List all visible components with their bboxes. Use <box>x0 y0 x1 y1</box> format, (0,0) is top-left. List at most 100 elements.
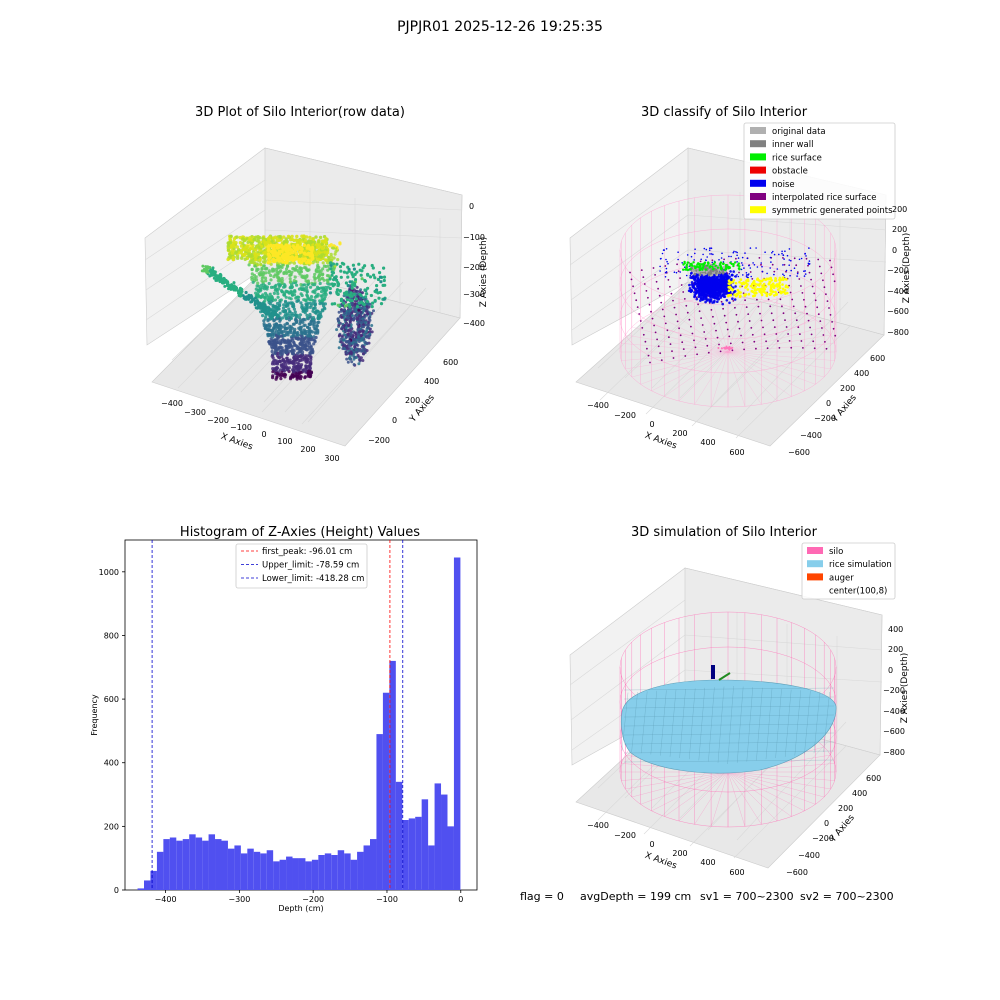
raw-point <box>274 283 278 287</box>
interpolated-point <box>660 301 663 304</box>
raw-point <box>349 317 353 321</box>
interpolated-point <box>822 334 825 336</box>
raw-point <box>252 237 256 242</box>
raw-point <box>317 240 321 244</box>
symmetric-point <box>785 278 788 281</box>
grid-line <box>264 229 463 239</box>
noise-point <box>717 294 720 298</box>
noise-point <box>737 275 740 278</box>
interpolated-point <box>675 313 677 316</box>
noise-point <box>786 254 789 257</box>
noise-point <box>718 291 721 294</box>
raw-point <box>266 295 270 299</box>
interpolated-point <box>743 348 745 351</box>
noise-point <box>790 269 792 272</box>
raw-point <box>273 288 277 292</box>
raw-point <box>256 281 260 285</box>
raw-point <box>347 312 351 316</box>
raw-point <box>346 360 350 364</box>
rice-point <box>734 261 737 264</box>
raw-point <box>250 254 254 258</box>
noise-point <box>693 278 696 282</box>
interpolated-point <box>740 334 742 337</box>
raw-point <box>296 247 300 251</box>
interpolated-point <box>657 287 659 290</box>
raw-point <box>357 362 361 366</box>
wall-point <box>693 272 697 276</box>
noise-point <box>740 268 743 271</box>
noise-point <box>734 275 736 278</box>
raw-point <box>276 331 280 335</box>
interpolated-point <box>795 264 798 267</box>
noise-point <box>750 275 752 278</box>
noise-point <box>703 280 706 284</box>
raw-point <box>250 275 254 279</box>
interpolated-point <box>659 352 662 355</box>
interpolated-point <box>642 333 645 336</box>
raw-point <box>283 285 287 289</box>
raw-point <box>237 248 241 252</box>
interpolated-point <box>744 299 746 302</box>
rice-point <box>701 268 704 271</box>
raw-point <box>299 301 303 305</box>
raw-point <box>280 249 284 254</box>
raw-point <box>339 297 344 301</box>
raw-point <box>275 236 279 241</box>
raw-point <box>235 245 239 249</box>
raw-point <box>311 301 315 305</box>
raw-point <box>368 332 372 336</box>
raw-point <box>290 234 294 239</box>
noise-point <box>764 251 766 253</box>
raw-point <box>348 328 352 332</box>
raw-point <box>296 355 300 359</box>
interpolated-point <box>821 327 823 329</box>
raw-point <box>350 283 354 287</box>
raw-point <box>281 309 285 313</box>
interpolated-point <box>639 320 642 322</box>
raw-point <box>291 338 295 342</box>
raw-point <box>353 342 357 346</box>
interpolated-point <box>688 318 691 321</box>
raw-point <box>290 283 294 287</box>
interpolated-point <box>824 341 826 343</box>
interpolated-point <box>804 305 807 308</box>
rice-point <box>737 267 741 270</box>
raw-point <box>349 350 353 354</box>
raw-point <box>271 236 275 240</box>
raw-point <box>341 347 345 351</box>
raw-point <box>296 367 300 371</box>
raw-point <box>244 245 249 249</box>
raw-point <box>295 283 299 287</box>
raw-point <box>246 296 250 300</box>
interpolated-point <box>707 351 710 354</box>
raw-point <box>309 315 313 319</box>
raw-point <box>328 286 332 291</box>
interpolated-point <box>704 338 707 340</box>
noise-point <box>679 271 681 273</box>
noise-point <box>701 287 704 291</box>
raw-point <box>226 257 230 262</box>
noise-point <box>694 248 696 250</box>
raw-point <box>362 319 366 322</box>
interpolated-point <box>720 300 723 303</box>
noise-point <box>782 273 784 276</box>
raw-point <box>291 267 295 271</box>
interpolated-point <box>791 298 794 301</box>
raw-point <box>340 327 344 331</box>
raw-point <box>360 300 364 304</box>
raw-point <box>293 275 297 279</box>
raw-point <box>334 275 338 279</box>
raw-point <box>299 354 303 358</box>
raw-y-tick: −200 <box>368 436 390 445</box>
interpolated-point <box>716 336 719 339</box>
interpolated-point <box>757 305 760 308</box>
raw-point <box>251 280 255 284</box>
raw-point <box>318 299 322 303</box>
raw-point <box>276 324 280 329</box>
raw-point <box>232 237 237 241</box>
raw-point <box>285 303 289 307</box>
interpolated-point <box>810 333 813 336</box>
noise-point <box>781 250 783 253</box>
raw-point <box>313 327 317 331</box>
raw-point <box>365 349 369 352</box>
